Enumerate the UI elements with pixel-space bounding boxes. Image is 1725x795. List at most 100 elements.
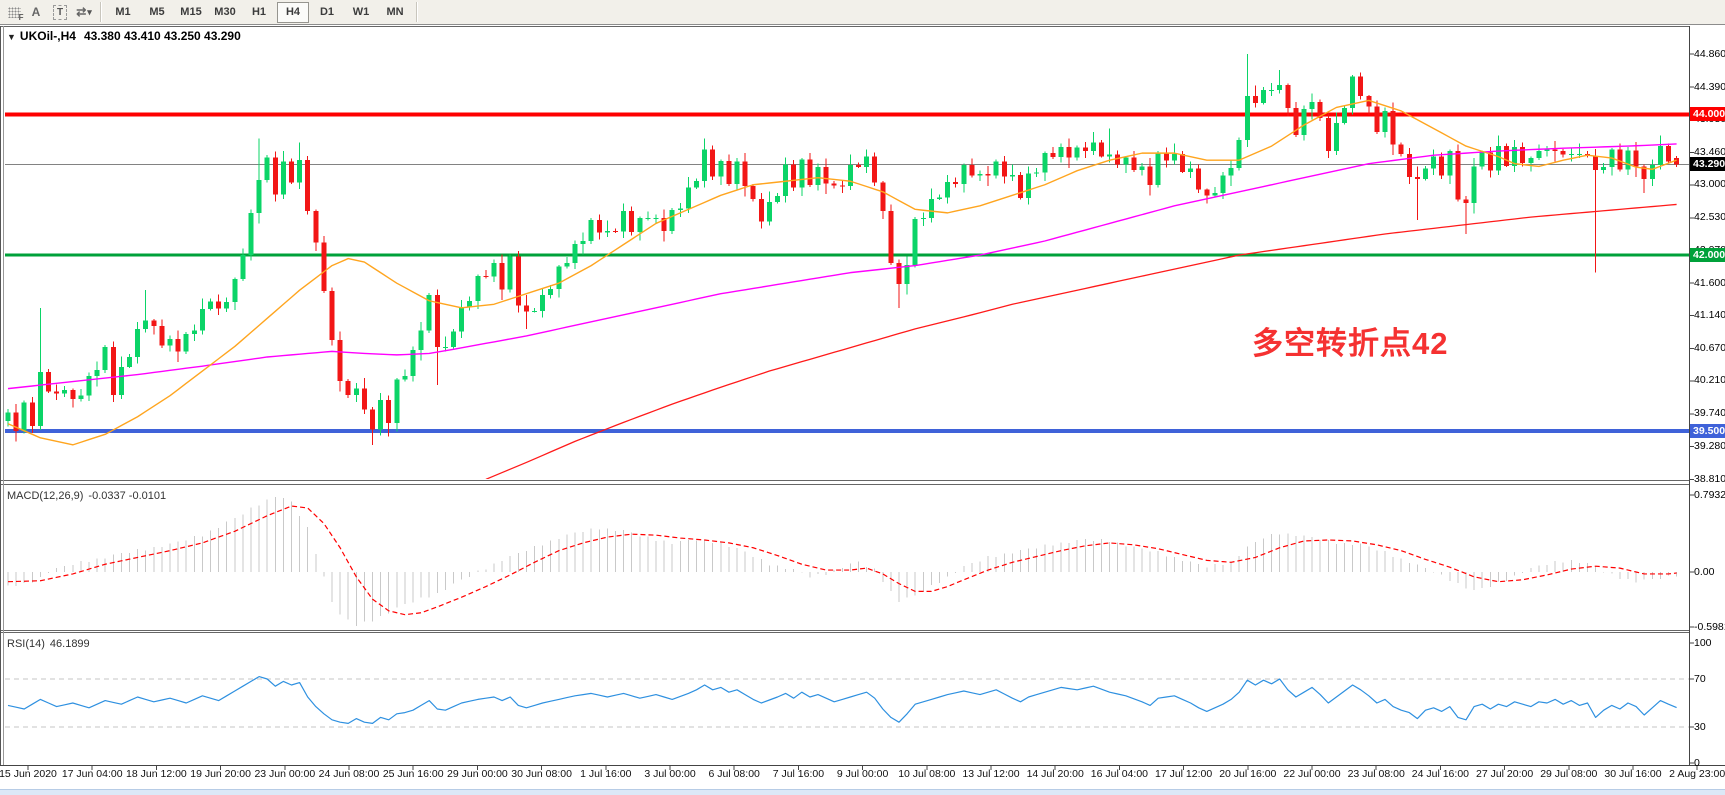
indicator-grid-icon[interactable]: F: [4, 2, 24, 22]
candle-body: [410, 349, 416, 376]
candle-body: [1107, 154, 1113, 157]
candle-body: [1463, 199, 1469, 204]
price-scale-label: 41.140: [1694, 309, 1725, 322]
candle-body: [29, 402, 35, 426]
timeframe-button-m5[interactable]: M5: [149, 5, 165, 18]
chevron-down-icon: ▾: [87, 6, 92, 17]
candle-body: [1042, 153, 1048, 173]
candle-body: [1269, 89, 1275, 91]
candle-body: [637, 218, 643, 232]
timeframe-button-d1[interactable]: D1: [319, 5, 335, 18]
candle-body: [912, 219, 918, 265]
candle-body: [766, 201, 772, 222]
candle-body: [1196, 168, 1202, 190]
candle-body: [937, 197, 942, 199]
chart-title: ▼ UKOil-,H4 43.380 43.410 43.250 43.290: [7, 29, 241, 43]
candle-body: [1082, 147, 1088, 152]
candle-body: [1058, 146, 1064, 157]
timeframe-button-h4[interactable]: H4: [277, 1, 309, 23]
candle-body: [37, 371, 43, 426]
candle-body: [791, 164, 797, 188]
candle-body: [280, 161, 286, 195]
candle-body: [1131, 157, 1137, 170]
candle-body: [1447, 151, 1453, 176]
rsi-scale-label: 70: [1694, 672, 1706, 685]
candle-body: [1018, 174, 1023, 199]
time-scale-label: 17 Jul 12:00: [1154, 768, 1213, 780]
candle-body: [1657, 146, 1663, 166]
macd-indicator-label: MACD(12,26,9) -0.0337 -0.0101: [7, 490, 166, 502]
time-scale-label: 3 Jul 00:00: [644, 768, 696, 780]
candle-body: [685, 187, 691, 209]
candle-body: [718, 160, 724, 177]
timeframe-button-m15[interactable]: M15: [180, 5, 202, 18]
candle-body: [1220, 175, 1226, 194]
candle-body: [167, 339, 173, 346]
candle-body: [507, 256, 513, 290]
candle-body: [604, 231, 610, 233]
candle-body: [426, 295, 432, 331]
candle-body: [880, 182, 886, 211]
candle-body: [305, 160, 311, 211]
time-scale-label: 13 Jul 12:00: [962, 768, 1020, 780]
collapse-triangle-icon: ▼: [7, 32, 16, 42]
candle-body: [1552, 149, 1558, 152]
candle-body: [1236, 139, 1242, 168]
macd-signal-line: [7, 505, 1677, 616]
label-tool-button[interactable]: A: [24, 2, 48, 22]
time-scale-label: 29 Jun 00:00: [447, 768, 508, 780]
candle-body: [54, 391, 60, 394]
timeframe-button-w1[interactable]: W1: [352, 5, 370, 18]
f-mark: F: [18, 12, 24, 22]
candle-body: [21, 402, 27, 431]
candle-body: [1204, 189, 1210, 196]
candle-body: [896, 262, 902, 284]
candle-body: [345, 380, 351, 395]
candle-body: [1066, 146, 1072, 158]
candle-body: [208, 301, 213, 310]
candle-body: [1171, 153, 1177, 161]
candle-body: [815, 167, 821, 185]
candle-body: [1325, 117, 1331, 152]
toolbar-separator: [416, 2, 418, 22]
candle-body: [240, 255, 246, 279]
candle-body: [102, 347, 108, 370]
candle-body: [629, 210, 635, 232]
candle-body: [1398, 144, 1404, 154]
candle-body: [272, 157, 278, 195]
candle-body: [1471, 166, 1477, 204]
candle-body: [499, 262, 505, 290]
candle-body: [548, 289, 554, 296]
candle-body: [839, 185, 845, 187]
candle-body: [1050, 153, 1056, 157]
candle-body: [856, 165, 861, 167]
candle-body: [256, 179, 262, 213]
candle-body: [297, 160, 303, 183]
candle-body: [734, 161, 740, 185]
time-scale-label: 10 Jul 08:00: [898, 768, 956, 780]
candle-body: [86, 375, 92, 396]
candle-body: [1261, 89, 1266, 104]
cursor-mode-button[interactable]: ⇄ ▾: [72, 2, 96, 22]
candle-body: [1188, 168, 1194, 172]
candle-body: [1366, 96, 1372, 107]
timeframe-button-m1[interactable]: M1: [115, 5, 131, 18]
candle-body: [580, 240, 586, 244]
macd-name: MACD(12,26,9): [7, 490, 84, 502]
candle-body: [183, 334, 189, 352]
candle-body: [1155, 153, 1161, 185]
timeframe-button-m30[interactable]: M30: [214, 5, 236, 18]
candle-body: [928, 198, 934, 219]
candle-body: [451, 331, 456, 348]
text-tool-button[interactable]: T: [48, 2, 72, 22]
candle-body: [46, 371, 51, 392]
candle-body: [1333, 122, 1339, 152]
candle-body: [1617, 149, 1623, 170]
timeframe-button-mn[interactable]: MN: [386, 5, 404, 18]
candle-body: [135, 328, 141, 357]
timeframe-button-h1[interactable]: H1: [251, 5, 267, 18]
candle-body: [653, 217, 659, 219]
